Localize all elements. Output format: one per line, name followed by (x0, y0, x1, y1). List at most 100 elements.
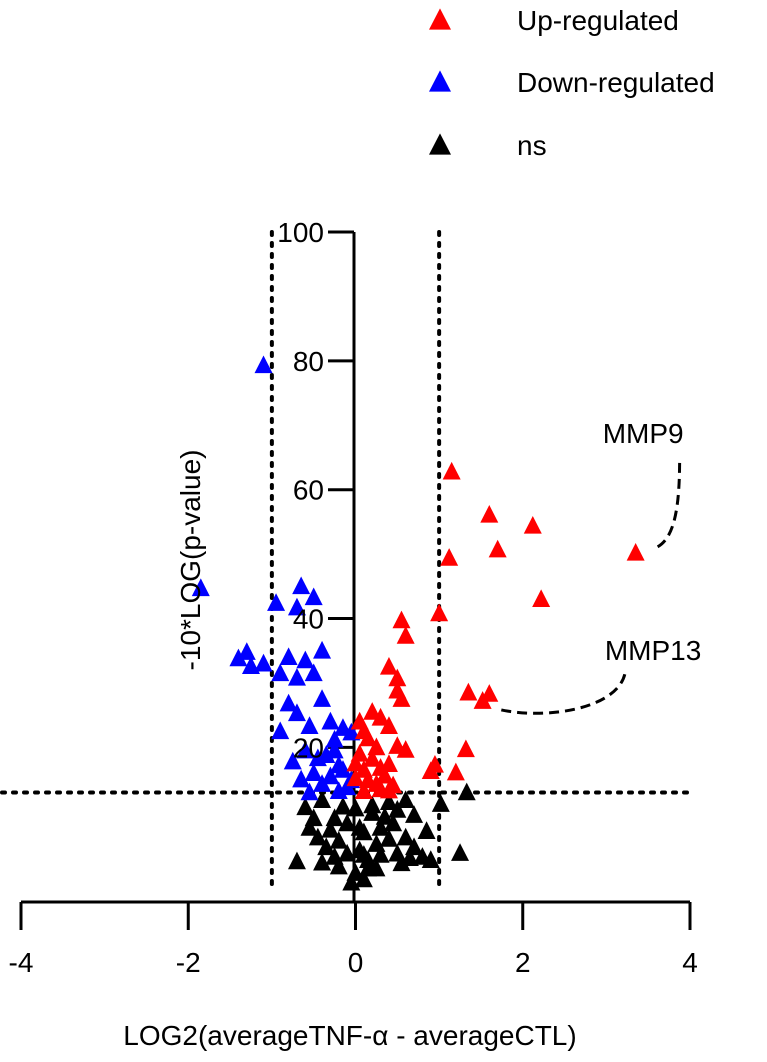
data-point-up-regulated (456, 739, 475, 758)
data-point-down-regulated (325, 729, 344, 748)
data-point-ns (300, 818, 319, 836)
data-point-up-regulated (346, 768, 365, 787)
data-point-ns (457, 782, 476, 801)
mmp9-label: MMP9 (603, 418, 684, 449)
data-point-ns (287, 851, 306, 870)
data-point-ns (363, 795, 382, 814)
legend-label: Down-regulated (517, 67, 715, 98)
x-tick-label: 4 (682, 947, 698, 978)
data-point-down-regulated (279, 693, 298, 712)
data-point-ns (333, 796, 352, 815)
data-point-ns (338, 843, 357, 862)
data-point-up-regulated (480, 504, 499, 523)
data-point-ns (379, 792, 398, 810)
annotation-lines (500, 457, 682, 715)
data-point-down-regulated (191, 578, 210, 597)
data-point-ns (451, 843, 470, 861)
data-point-ns (384, 813, 403, 832)
data-point-up-regulated (392, 610, 411, 629)
x-tick-label: -4 (9, 947, 34, 978)
mmp13-leader-line (500, 671, 627, 715)
data-point-down-regulated (271, 721, 290, 740)
data-point-ns (375, 807, 394, 825)
data-point-down-regulated (287, 667, 306, 686)
data-point-up-regulated (354, 781, 373, 800)
data-point-ns (405, 805, 424, 823)
data-point-ns (396, 790, 415, 809)
data-point-ns (313, 852, 332, 871)
data-point-ns (354, 869, 373, 888)
data-point-ns (350, 818, 369, 836)
data-point-ns (321, 820, 340, 838)
data-point-up-regulated (523, 515, 542, 534)
data-point-ns (431, 794, 450, 812)
data-point-up-regulated (446, 762, 465, 781)
data-point-up-regulated (459, 682, 478, 701)
data-point-down-regulated (342, 722, 361, 741)
data-point-down-regulated (296, 650, 315, 669)
data-point-down-regulated (296, 740, 315, 759)
x-tick-label: 2 (515, 947, 531, 978)
data-point-up-regulated (363, 702, 382, 720)
mmp9-leader-line (656, 457, 682, 549)
data-point-down-regulated (254, 653, 273, 672)
data-point-down-regulated (304, 663, 323, 682)
y-tick-label: 20 (293, 732, 324, 763)
data-point-ns (354, 845, 373, 863)
data-point-up-regulated (440, 548, 459, 566)
annotations: MMP9 MMP13 (603, 418, 702, 666)
data-point-down-regulated (283, 751, 302, 770)
data-point-ns (296, 797, 315, 816)
data-point-up-regulated (363, 749, 382, 767)
x-tick-label: 0 (348, 947, 364, 978)
data-point-down-regulated (267, 593, 286, 611)
data-point-down-regulated (229, 648, 248, 667)
data-point-down-regulated (313, 774, 332, 792)
legend-label: Up-regulated (517, 5, 679, 36)
data-point-up-regulated (371, 707, 390, 726)
mmp13-label: MMP13 (605, 635, 701, 666)
data-point-up-regulated (379, 754, 398, 772)
data-point-up-regulated (488, 539, 507, 558)
data-point-down-regulated (304, 587, 323, 606)
data-point-down-regulated (287, 597, 306, 616)
data-point-ns (392, 853, 411, 872)
y-axis-label: -10*LOG(p-value) (175, 450, 206, 671)
data-point-down-regulated (279, 647, 298, 666)
data-point-down-regulated (271, 663, 290, 682)
data-point-down-regulated (300, 782, 319, 801)
data-point-up-regulated (379, 657, 398, 675)
x-axis-label: LOG2(averageTNF-α - averageCTL) (123, 1020, 576, 1051)
data-point-up-regulated (346, 753, 365, 772)
data-point-up-regulated (473, 691, 492, 709)
data-point-down-regulated (237, 642, 256, 660)
legend-label: ns (517, 130, 547, 161)
data-point-down-regulated (304, 763, 323, 781)
data-point-up-regulated (359, 728, 378, 747)
data-point-up-regulated (379, 780, 398, 799)
data-point-down-regulated (313, 689, 332, 707)
data-point-down-regulated (325, 740, 344, 759)
legend: Up-regulated Down-regulated ns (429, 5, 715, 161)
x-tick-label: -2 (176, 947, 201, 978)
y-tick-label: 100 (277, 217, 324, 248)
data-point-down-regulated (287, 703, 306, 722)
data-point-up-regulated (379, 716, 398, 734)
data-point-up-regulated (392, 689, 411, 707)
data-point-ns (367, 834, 386, 852)
data-point-ns (421, 850, 440, 868)
data-point-ns (329, 830, 348, 849)
data-point-up-regulated (396, 626, 415, 644)
data-point-ns (379, 829, 398, 847)
data-point-down-regulated (300, 716, 319, 734)
data-point-ns (371, 818, 390, 836)
legend-marker-down-regulated (429, 70, 451, 92)
data-point-ns (346, 798, 365, 817)
data-point-down-regulated (254, 355, 273, 374)
data-point-down-regulated (321, 711, 340, 730)
data-point-ns (308, 827, 327, 846)
data-point-down-regulated (313, 640, 332, 659)
data-point-down-regulated (321, 766, 340, 785)
data-point-up-regulated (421, 761, 440, 780)
